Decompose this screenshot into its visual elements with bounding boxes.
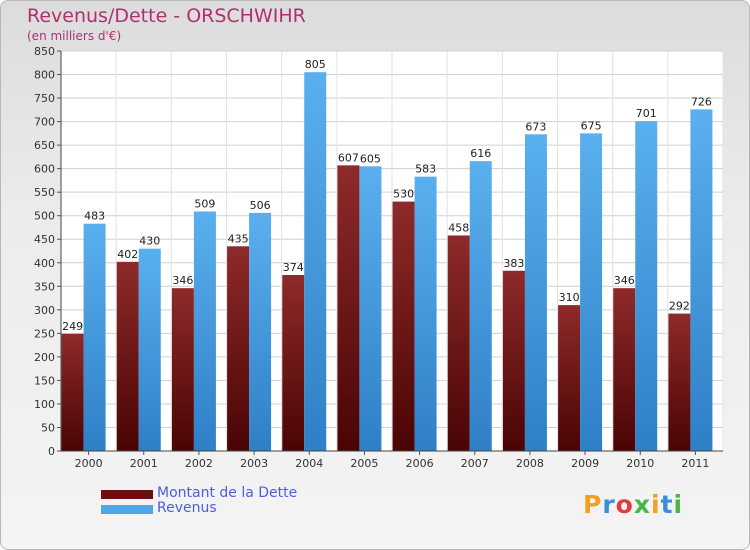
x-tick-label: 2001 [130, 457, 158, 470]
logo-letter: i [673, 490, 684, 519]
bar-revenus [249, 212, 272, 451]
y-tick-label: 500 [34, 210, 55, 223]
logo-letter: o [615, 490, 634, 519]
data-label-revenus: 675 [581, 119, 602, 132]
y-tick-label: 300 [34, 304, 55, 317]
y-tick-label: 400 [34, 257, 55, 270]
y-tick-label: 850 [34, 45, 55, 58]
bar-dette [282, 275, 305, 451]
y-tick-label: 600 [34, 163, 55, 176]
data-label-dette: 292 [669, 300, 690, 313]
x-tick-label: 2009 [571, 457, 599, 470]
legend-label-dette: Montant de la Dette [157, 485, 298, 501]
x-tick-label: 2008 [516, 457, 544, 470]
data-label-revenus: 509 [194, 197, 215, 210]
y-tick-label: 800 [34, 69, 55, 82]
bar-revenus [469, 161, 492, 451]
axes: 0 50 100 150 200 250 300 350 400 450 500 550 600 650 7… [34, 45, 723, 470]
x-tick-label: 2003 [240, 457, 268, 470]
data-label-revenus: 430 [139, 235, 160, 248]
bar-revenus [524, 134, 547, 451]
data-label-revenus: 583 [415, 163, 436, 176]
x-tick-label: 2007 [461, 457, 489, 470]
bar-dette [227, 246, 250, 451]
legend-swatch-revenus [101, 505, 153, 514]
bar-revenus [414, 176, 437, 451]
data-label-revenus: 616 [470, 147, 491, 160]
logo-letter: x [633, 490, 651, 519]
data-label-revenus: 805 [305, 58, 326, 71]
logo-letter: t [660, 490, 674, 519]
bar-revenus [193, 211, 216, 451]
bar-dette [502, 270, 525, 451]
bar-revenus [359, 166, 382, 451]
bar-dette [668, 313, 691, 451]
y-tick-label: 250 [34, 327, 55, 340]
data-label-dette: 530 [393, 188, 414, 201]
data-label-revenus: 605 [360, 152, 381, 165]
y-tick-label: 700 [34, 116, 55, 129]
bar-dette [447, 235, 470, 451]
y-tick-label: 150 [34, 374, 55, 387]
bar-dette [61, 333, 84, 451]
data-label-dette: 346 [172, 274, 193, 287]
data-label-dette: 402 [117, 248, 138, 261]
legend-swatch-dette [101, 490, 153, 499]
bar-dette [116, 261, 139, 451]
y-tick-label: 200 [34, 351, 55, 364]
x-tick-label: 2006 [406, 457, 434, 470]
chart-title: Revenus/Dette - ORSCHWIHR [27, 5, 306, 27]
bar-dette [171, 288, 194, 451]
y-tick-label: 550 [34, 186, 55, 199]
data-label-dette: 458 [448, 221, 469, 234]
data-label-dette: 249 [62, 320, 83, 333]
x-tick-label: 2011 [681, 457, 709, 470]
bar-revenus [138, 248, 161, 451]
data-label-dette: 383 [503, 257, 524, 270]
bar-revenus [580, 133, 603, 451]
chart-subtitle: (en milliers d'€) [27, 29, 122, 43]
bar-dette [613, 288, 636, 451]
y-tick-label: 650 [34, 139, 55, 152]
y-tick-label: 750 [34, 92, 55, 105]
logo-letter: P [583, 490, 603, 519]
y-tick-label: 450 [34, 233, 55, 246]
data-label-dette: 607 [338, 151, 359, 164]
proxiti-logo: Proxiti [583, 490, 683, 519]
y-tick-label: 50 [41, 421, 55, 434]
bars [61, 72, 713, 452]
y-tick-label: 100 [34, 398, 55, 411]
gridlines [60, 50, 724, 452]
data-label-revenus: 506 [250, 199, 271, 212]
data-label-revenus: 701 [636, 107, 657, 120]
data-label-dette: 346 [614, 274, 635, 287]
bar-dette [337, 165, 360, 451]
bar-revenus [304, 72, 327, 452]
logo-letter: r [602, 490, 616, 519]
bar-revenus [690, 109, 713, 452]
x-tick-label: 2010 [626, 457, 654, 470]
data-label-revenus: 483 [84, 210, 105, 223]
bar-dette [558, 305, 581, 451]
x-tick-label: 2000 [75, 457, 103, 470]
logo-letter: i [651, 490, 661, 519]
y-tick-label: 350 [34, 280, 55, 293]
x-tick-label: 2005 [350, 457, 378, 470]
bar-revenus [635, 121, 658, 451]
x-tick-label: 2004 [295, 457, 323, 470]
data-label-dette: 374 [283, 261, 304, 274]
bar-dette [392, 201, 415, 451]
x-tick-label: 2002 [185, 457, 213, 470]
data-label-dette: 435 [228, 232, 249, 245]
data-label-revenus: 673 [525, 120, 546, 133]
data-label-revenus: 726 [691, 95, 712, 108]
legend-label-revenus: Revenus [157, 500, 217, 516]
y-tick-label: 0 [48, 445, 55, 458]
data-label-dette: 310 [559, 291, 580, 304]
bar-revenus [83, 223, 106, 451]
